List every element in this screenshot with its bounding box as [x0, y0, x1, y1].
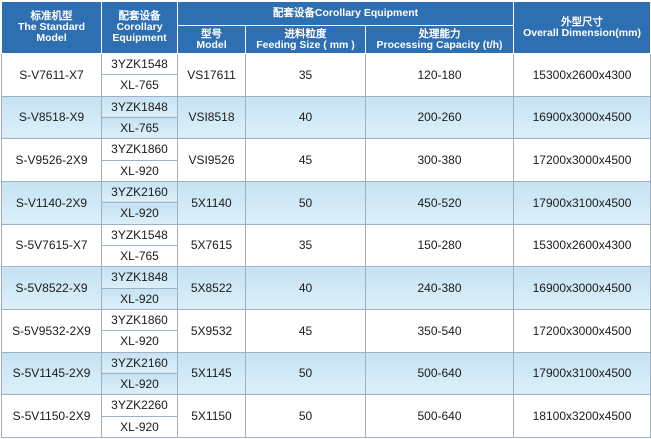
cell-feeding-size: 45	[245, 138, 366, 182]
cell-equipment-a: 3YZK1848	[101, 95, 178, 118]
cell-standard-model: S-5V8522-X9	[1, 266, 102, 310]
table-row: S-5V1145-2X9 3YZK2160 5X1145 50 500-640 17900…	[1, 351, 651, 396]
cell-equipment-a: 3YZK2160	[101, 351, 178, 374]
cell-dimension: 15300x2600x4300	[513, 53, 651, 97]
cell-feeding-size: 35	[245, 53, 366, 97]
table-row-sub: XL-920	[2, 415, 651, 439]
cell-type: VS17611	[177, 53, 246, 97]
cell-type: VSI9526	[177, 138, 246, 182]
cell-equipment-a: 3YZK1548	[101, 223, 178, 246]
cell-equipment-a: 3YZK2160	[101, 180, 178, 204]
cell-standard-model: S-V7611-X7	[1, 53, 102, 97]
table-row: S-V9526-2X9 3YZK1860 VSI9526 45 300-380 17200…	[1, 138, 651, 182]
table-row-sub: XL-920	[2, 330, 651, 353]
cell-feeding-size: 50	[245, 394, 366, 438]
cell-dimension: 17900x3100x4500	[513, 180, 651, 225]
table-row: S-5V8522-X9 3YZK1848 5X8522 40 240-380 16900x…	[1, 266, 651, 310]
cell-type: 5X1140	[177, 180, 246, 225]
header-corollary-group: 配套设备Corollary Equipment	[176, 1, 515, 26]
table-header: 标准机型 The Standard Model 配套设备 Corollary E…	[1, 1, 651, 54]
table-row-sub: XL-920	[2, 159, 651, 182]
cell-standard-model: S-V9526-2X9	[1, 138, 102, 182]
cell-feeding-size: 50	[245, 180, 366, 225]
table-row: S-5V9532-2X9 3YZK1860 5X9532 45 350-540 17200…	[1, 308, 651, 353]
cell-capacity: 120-180	[364, 53, 515, 97]
cell-equipment-b: XL-920	[101, 159, 178, 182]
cell-standard-model: S-5V7615-X7	[1, 223, 102, 268]
cell-dimension: 17200x3000x4500	[513, 138, 651, 182]
table-row: S-V8518-X9 3YZK1848 VSI8518 40 200-260 16900x…	[1, 95, 651, 140]
table-row: S-5V7615-X7 3YZK1548 5X7615 35 150-280 15300x…	[1, 223, 651, 268]
cell-equipment-b: XL-765	[101, 244, 178, 268]
cell-equipment-a: 3YZK1848	[101, 266, 178, 289]
cell-capacity: 500-640	[364, 394, 515, 438]
cell-equipment-b: XL-920	[101, 287, 178, 310]
cell-type: 5X9532	[177, 308, 246, 353]
cell-standard-model: S-V1140-2X9	[1, 180, 102, 225]
cell-equipment-a: 3YZK1860	[101, 308, 178, 332]
cell-feeding-size: 40	[245, 95, 366, 140]
cell-type: 5X7615	[177, 223, 246, 268]
cell-capacity: 450-520	[364, 180, 515, 225]
cell-dimension: 18100x3200x4500	[513, 394, 651, 438]
cell-dimension: 17900x3100x4500	[513, 351, 651, 396]
cell-type: VSI8518	[177, 95, 246, 140]
table-row-sub: XL-765	[2, 116, 651, 140]
table-row: S-V7611-X7 3YZK1548 VS17611 35 120-180 15300x…	[1, 52, 651, 97]
cell-type: 5X1150	[177, 394, 246, 438]
cell-feeding-size: 50	[245, 351, 366, 396]
cell-capacity: 350-540	[364, 308, 515, 353]
cell-equipment-b: XL-765	[101, 74, 178, 97]
cell-equipment-a: 3YZK1860	[101, 138, 178, 161]
cell-capacity: 240-380	[364, 266, 515, 310]
header-feeding-size: 进料粒度 Feeding Size ( mm )	[245, 25, 366, 54]
cell-capacity: 500-640	[364, 351, 515, 396]
cell-equipment-a: 3YZK2260	[101, 394, 178, 417]
table-row: S-5V1150-2X9 3YZK2260 5X1150 50 500-640 18100…	[1, 394, 651, 438]
cell-dimension: 15300x2600x4300	[513, 223, 651, 268]
cell-capacity: 150-280	[364, 223, 515, 268]
header-standard-model: 标准机型 The Standard Model	[1, 1, 102, 54]
cell-dimension: 16900x3000x4500	[513, 95, 651, 140]
cell-feeding-size: 35	[245, 223, 366, 268]
table-body: S-V7611-X7 3YZK1548 VS17611 35 120-180 15300x…	[1, 52, 651, 439]
cell-type: 5X8522	[177, 266, 246, 310]
cell-equipment-b: XL-920	[101, 372, 178, 396]
cell-feeding-size: 45	[245, 308, 366, 353]
cell-equipment-b: XL-765	[101, 116, 178, 140]
cell-standard-model: S-5V1145-2X9	[1, 351, 102, 396]
cell-standard-model: S-5V1150-2X9	[1, 394, 102, 438]
header-capacity: 处理能力 Processing Capacity (t/h)	[364, 25, 515, 54]
cell-equipment-b: XL-920	[101, 202, 178, 225]
cell-standard-model: S-V8518-X9	[1, 95, 102, 140]
cell-type: 5X1145	[177, 351, 246, 396]
cell-dimension: 16900x3000x4500	[513, 266, 651, 310]
header-type: 型号 Model	[177, 25, 246, 54]
header-corollary-equipment: 配套设备 Corollary Equipment	[101, 1, 178, 54]
table-row-sub: XL-920	[2, 287, 651, 310]
cell-equipment-a: 3YZK1548	[101, 52, 178, 76]
table-row: S-V1140-2X9 3YZK2160 5X1140 50 450-520 17900x…	[1, 180, 651, 225]
cell-dimension: 17200x3000x4500	[513, 308, 651, 353]
cell-feeding-size: 40	[245, 266, 366, 310]
table-row-sub: XL-765	[2, 74, 651, 97]
table-row-sub: XL-765	[2, 244, 651, 268]
cell-standard-model: S-5V9532-2X9	[1, 308, 102, 353]
cell-capacity: 200-260	[364, 95, 515, 140]
cell-equipment-b: XL-920	[101, 330, 178, 353]
cell-capacity: 300-380	[364, 138, 515, 182]
cell-equipment-b: XL-920	[101, 415, 178, 439]
header-dimension: 外型尺寸 Overall Dimension(mm)	[513, 1, 651, 54]
